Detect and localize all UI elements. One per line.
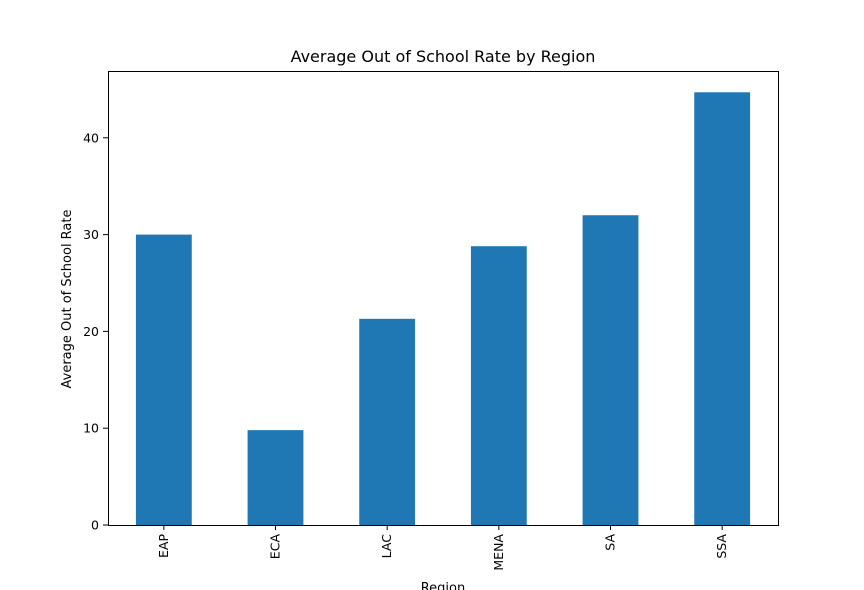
- y-tick-label: 10: [83, 421, 99, 436]
- y-tick-label: 0: [91, 518, 99, 533]
- x-tick-label: SA: [603, 534, 618, 551]
- bar-ssa: [694, 92, 751, 525]
- y-tick-label: 20: [83, 324, 99, 339]
- y-tick-label: 40: [83, 130, 99, 145]
- y-axis-label: Average Out of School Rate: [60, 210, 75, 389]
- bar-sa: [582, 215, 639, 525]
- x-tick-label: ECA: [268, 534, 283, 560]
- chart-title: Average Out of School Rate by Region: [291, 47, 596, 66]
- bars-group: [135, 92, 751, 525]
- x-tick-label: EAP: [156, 534, 171, 558]
- x-axis-ticks: EAP ECA LAC MENA SA SSA: [156, 525, 729, 571]
- x-axis-label: Region: [421, 581, 466, 590]
- x-tick-label: MENA: [491, 534, 506, 571]
- plot-frame: [108, 71, 779, 526]
- x-tick-label: SSA: [714, 534, 729, 559]
- bar-lac: [359, 318, 416, 525]
- bar-eca: [247, 430, 304, 525]
- y-tick-label: 30: [83, 227, 99, 242]
- y-axis-ticks: 0 10 20 30 40: [83, 130, 108, 533]
- x-tick-label: LAC: [379, 534, 394, 559]
- bar-mena: [470, 246, 527, 525]
- bar-eap: [135, 234, 192, 525]
